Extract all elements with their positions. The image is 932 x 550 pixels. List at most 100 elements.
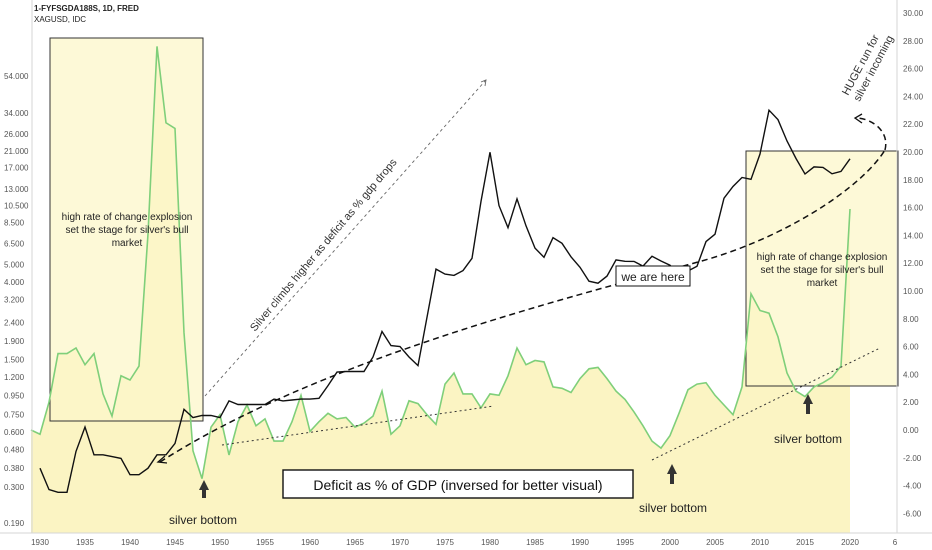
left-tick-label: 5.000 bbox=[4, 260, 25, 269]
left-box-note-line-1: high rate of change explosion bbox=[62, 212, 193, 223]
x-tick-label: 6 bbox=[893, 538, 898, 547]
left-tick-label: 54.000 bbox=[4, 72, 29, 81]
chart-subtitle: XAGUSD, IDC bbox=[34, 15, 86, 24]
right-tick-label: -6.00 bbox=[903, 509, 922, 518]
left-axis-ticks: 54.000 34.000 26.000 21.000 17.000 13.000 10.5… bbox=[4, 72, 29, 528]
highlight-box-left bbox=[49, 37, 204, 422]
x-tick-label: 1975 bbox=[436, 538, 454, 547]
x-tick-label: 1940 bbox=[121, 538, 139, 547]
right-tick-label: 4.00 bbox=[903, 370, 919, 379]
x-tick-label: 1930 bbox=[31, 538, 49, 547]
right-tick-label: 12.00 bbox=[903, 259, 924, 268]
x-tick-label: 1995 bbox=[616, 538, 634, 547]
left-tick-label: 0.480 bbox=[4, 446, 25, 455]
x-tick-label: 1990 bbox=[571, 538, 589, 547]
right-tick-label: 22.00 bbox=[903, 120, 924, 129]
right-tick-label: 18.00 bbox=[903, 176, 924, 185]
left-tick-label: 21.000 bbox=[4, 147, 29, 156]
silver-bottom-marker-1: silver bottom bbox=[169, 480, 237, 527]
x-tick-label: 1980 bbox=[481, 538, 499, 547]
right-box-note: high rate of change explosion set the st… bbox=[757, 252, 888, 289]
left-tick-label: 13.000 bbox=[4, 185, 29, 194]
x-tick-label: 1955 bbox=[256, 538, 274, 547]
right-tick-label: 20.00 bbox=[903, 148, 924, 157]
x-tick-label: 1950 bbox=[211, 538, 229, 547]
left-box-note-line-3: market bbox=[112, 238, 143, 249]
left-tick-label: 26.000 bbox=[4, 130, 29, 139]
right-tick-label: 2.00 bbox=[903, 398, 919, 407]
left-tick-label: 0.300 bbox=[4, 483, 25, 492]
projection-arrow-head bbox=[156, 455, 168, 464]
x-tick-label: 1970 bbox=[391, 538, 409, 547]
x-tick-label: 1945 bbox=[166, 538, 184, 547]
left-tick-label: 0.380 bbox=[4, 464, 25, 473]
left-tick-label: 34.000 bbox=[4, 109, 29, 118]
right-tick-label: 16.00 bbox=[903, 204, 924, 213]
left-box-note: high rate of change explosion set the st… bbox=[62, 212, 193, 249]
right-tick-label: 30.00 bbox=[903, 9, 924, 18]
deficit-area bbox=[31, 46, 850, 534]
left-tick-label: 0.600 bbox=[4, 428, 25, 437]
right-box-note-line-3: market bbox=[807, 278, 838, 289]
left-tick-label: 3.200 bbox=[4, 296, 25, 305]
right-box-note-line-1: high rate of change explosion bbox=[757, 252, 888, 263]
right-tick-label: 6.00 bbox=[903, 343, 919, 352]
right-box-note-line-2: set the stage for silver's bull bbox=[760, 265, 883, 276]
left-tick-label: 0.950 bbox=[4, 392, 25, 401]
up-arrow-icon bbox=[199, 480, 209, 498]
left-tick-label: 6.500 bbox=[4, 240, 25, 249]
right-tick-label: 14.00 bbox=[903, 231, 924, 240]
right-tick-label: 28.00 bbox=[903, 37, 924, 46]
left-tick-label: 10.500 bbox=[4, 202, 29, 211]
left-tick-label: 8.500 bbox=[4, 218, 25, 227]
left-tick-label: 1.500 bbox=[4, 356, 25, 365]
left-tick-label: 0.190 bbox=[4, 519, 25, 528]
x-tick-label: 2010 bbox=[751, 538, 769, 547]
up-arrow-icon bbox=[667, 464, 677, 484]
right-tick-label: 10.00 bbox=[903, 287, 924, 296]
x-tick-label: 2000 bbox=[661, 538, 679, 547]
we-are-here-box bbox=[615, 265, 691, 287]
diagonal-trend-line bbox=[204, 79, 487, 397]
x-tick-label: 2005 bbox=[706, 538, 724, 547]
right-axis-ticks: 30.00 28.00 26.00 24.00 22.00 20.00 18.00 16.00… bbox=[903, 9, 924, 518]
lower-trend-line-2 bbox=[651, 347, 881, 461]
diagonal-arrow-head bbox=[480, 79, 487, 87]
silver-bottom-label-3: silver bottom bbox=[774, 432, 842, 446]
silver-series-line bbox=[39, 108, 851, 493]
deficit-line-layer bbox=[30, 46, 851, 479]
x-tick-label: 1965 bbox=[346, 538, 364, 547]
highlight-box-layer bbox=[49, 37, 899, 422]
run-arrow-head bbox=[853, 113, 863, 124]
left-tick-label: 2.400 bbox=[4, 318, 25, 327]
deficit-label-box bbox=[282, 469, 634, 499]
we-are-here-label: we are here bbox=[620, 270, 685, 284]
left-tick-label: 1.900 bbox=[4, 337, 25, 346]
lower-trend-line-1 bbox=[221, 405, 495, 446]
silver-bottom-label-1: silver bottom bbox=[169, 513, 237, 527]
silver-bottom-marker-3: silver bottom bbox=[774, 394, 842, 446]
deficit-label: Deficit as % of GDP (inversed for better… bbox=[313, 477, 602, 493]
x-tick-label: 1985 bbox=[526, 538, 544, 547]
highlight-box-right bbox=[745, 150, 899, 387]
left-box-note-line-2: set the stage for silver's bull bbox=[65, 225, 188, 236]
x-tick-label: 2015 bbox=[796, 538, 814, 547]
right-tick-label: 24.00 bbox=[903, 92, 924, 101]
silver-line-layer bbox=[39, 108, 851, 493]
x-tick-label: 2020 bbox=[841, 538, 859, 547]
left-tick-label: 0.750 bbox=[4, 410, 25, 419]
silver-bottom-marker-2: silver bottom bbox=[639, 464, 707, 515]
up-arrow-icon bbox=[803, 394, 813, 414]
chart-title: 1-FYFSGDA188S, 1D, FRED bbox=[34, 4, 139, 13]
right-tick-label: -2.00 bbox=[903, 454, 922, 463]
x-tick-label: 1935 bbox=[76, 538, 94, 547]
x-tick-label: 1960 bbox=[301, 538, 319, 547]
left-tick-label: 17.000 bbox=[4, 164, 29, 173]
right-tick-label: 8.00 bbox=[903, 315, 919, 324]
left-tick-label: 1.200 bbox=[4, 373, 25, 382]
x-axis-ticks: 1930 1935 1940 1945 1950 1955 1960 1965 1970 1975… bbox=[31, 538, 898, 547]
deficit-series-line bbox=[30, 46, 851, 479]
right-tick-label: 26.00 bbox=[903, 65, 924, 74]
